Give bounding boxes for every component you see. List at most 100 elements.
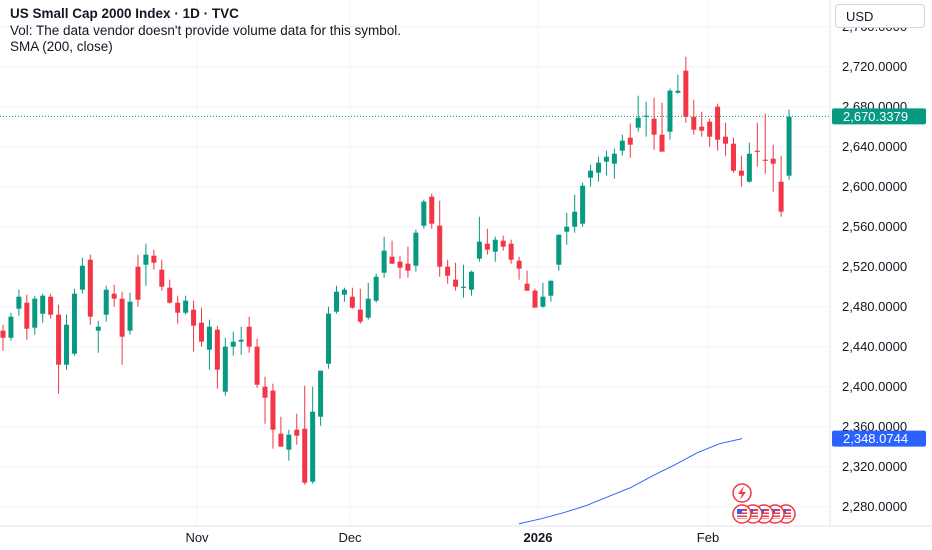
- chart-legend: US Small Cap 2000 Index · 1D · TVC Vol: …: [10, 6, 401, 56]
- candle-body: [111, 293, 117, 299]
- candle: [651, 97, 657, 150]
- y-tick-label: 2,440.0000: [842, 339, 907, 354]
- candle: [310, 386, 316, 484]
- candle-body: [421, 201, 427, 226]
- candle-body: [730, 143, 736, 171]
- y-tick-label: 2,480.0000: [842, 299, 907, 314]
- candle-body: [71, 293, 77, 354]
- candle: [619, 134, 625, 156]
- candle: [199, 307, 204, 347]
- candle: [349, 287, 355, 309]
- y-tick-label: 2,600.0000: [842, 179, 907, 194]
- candle: [429, 193, 435, 229]
- candle-body: [199, 322, 204, 342]
- candle-body: [516, 260, 522, 269]
- volume-note: Vol: The data vendor doesn't provide vol…: [10, 22, 402, 38]
- candle-body: [373, 276, 379, 301]
- candle: [413, 229, 419, 272]
- candle-body: [691, 116, 697, 130]
- candle: [246, 316, 252, 353]
- y-tick-label: 2,360.0000: [842, 419, 907, 434]
- candle: [175, 295, 181, 324]
- candle-body: [659, 134, 665, 152]
- candle-body: [723, 136, 729, 144]
- candle-body: [222, 346, 228, 392]
- candle-body: [183, 300, 189, 313]
- candle-body: [365, 298, 371, 318]
- candle: [48, 293, 54, 319]
- candle-body: [48, 296, 54, 315]
- candle-body: [0, 330, 6, 338]
- candle: [0, 324, 6, 351]
- candle-body: [32, 298, 38, 328]
- candle: [214, 325, 220, 389]
- candle-body: [238, 339, 244, 342]
- candle-body: [572, 211, 578, 227]
- candle: [683, 56, 689, 123]
- candle-body: [95, 326, 101, 331]
- candle: [222, 337, 228, 396]
- candle-body: [64, 324, 70, 365]
- candle: [381, 236, 387, 278]
- candle: [389, 240, 395, 264]
- candle: [643, 101, 649, 137]
- candle: [778, 155, 784, 217]
- candle: [206, 319, 212, 370]
- candle: [254, 338, 260, 388]
- candle-body: [667, 90, 673, 132]
- candle: [580, 182, 586, 227]
- candle: [8, 312, 14, 341]
- sma-price-badge: [832, 430, 926, 447]
- candle-body: [596, 162, 601, 173]
- candles: [0, 56, 792, 485]
- us-flag-icon[interactable]: [732, 504, 752, 524]
- candle: [738, 155, 744, 187]
- candle: [548, 280, 554, 302]
- candle: [270, 383, 276, 449]
- candle-body: [413, 232, 419, 266]
- y-tick-label: 2,280.0000: [842, 499, 907, 514]
- time-axis[interactable]: Nov Dec 2026 Feb: [0, 525, 932, 545]
- candle-body: [508, 243, 514, 260]
- sma-indicator-label[interactable]: SMA (200, close): [10, 39, 113, 54]
- candle-body: [175, 302, 181, 313]
- candle: [667, 88, 673, 140]
- y-tick-label: 2,560.0000: [842, 219, 907, 234]
- candle-body: [16, 296, 22, 309]
- candle: [64, 314, 70, 370]
- candle: [556, 234, 562, 271]
- y-tick-label: 2,640.0000: [842, 139, 907, 154]
- candle-body: [310, 411, 316, 482]
- x-tick-label: Nov: [185, 530, 209, 545]
- candle-body: [341, 289, 347, 295]
- candle: [675, 74, 681, 94]
- candle: [16, 289, 22, 316]
- candle-body: [580, 185, 586, 224]
- candle: [588, 164, 594, 187]
- candle-body: [461, 286, 467, 288]
- candle: [71, 288, 77, 356]
- candle-body: [349, 296, 355, 308]
- symbol-title[interactable]: US Small Cap 2000 Index · 1D · TVC: [10, 6, 239, 21]
- candle-body: [87, 259, 93, 317]
- candle-body: [294, 429, 300, 436]
- candle: [127, 292, 133, 335]
- price-axis[interactable]: 2,280.0000 2,320.0000 2,360.0000 2,400.0000…: [829, 0, 926, 526]
- candle: [397, 255, 403, 279]
- candle: [103, 285, 109, 322]
- currency-button[interactable]: USD: [835, 4, 925, 28]
- x-tick-label: 2026: [524, 530, 553, 545]
- candle: [405, 246, 411, 278]
- candle-body: [333, 291, 339, 312]
- lightning-icon[interactable]: [732, 483, 752, 503]
- candle: [572, 194, 578, 233]
- candle-body: [564, 226, 570, 232]
- candle: [627, 123, 633, 158]
- candle-body: [762, 159, 768, 161]
- candle: [730, 137, 736, 173]
- candle: [445, 259, 451, 284]
- candle: [476, 216, 482, 262]
- candle-body: [135, 266, 141, 300]
- candle-body: [326, 313, 332, 364]
